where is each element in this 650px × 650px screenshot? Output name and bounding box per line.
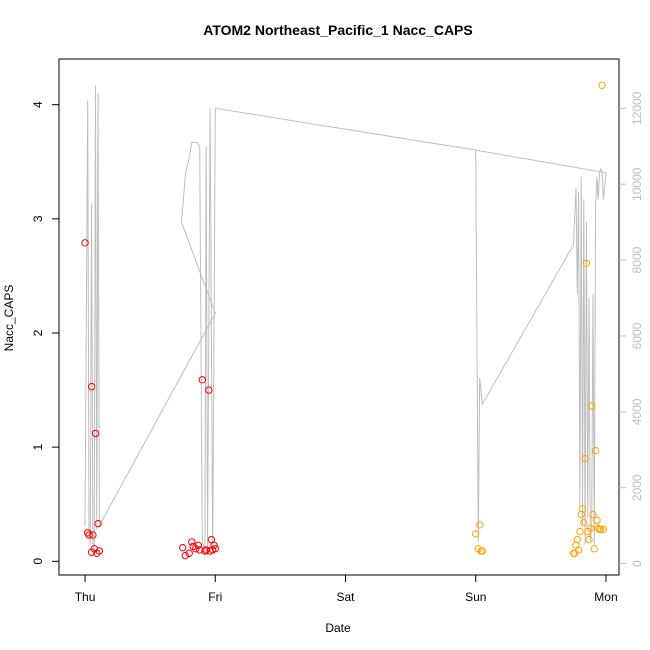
data-point-red: [89, 531, 97, 539]
data-point-red: [93, 549, 101, 557]
data-point-red: [81, 239, 89, 247]
y2-tick-label: 12000: [630, 91, 644, 125]
data-point-orange: [591, 446, 600, 455]
data-point-orange: [588, 402, 596, 410]
y2-tick-label: 8000: [630, 246, 644, 273]
data-point-orange: [574, 546, 583, 554]
y-tick-label: 1: [31, 443, 45, 450]
y-tick-label: 4: [31, 101, 45, 108]
data-point-orange: [576, 527, 584, 536]
y2-tick-label: 2000: [630, 474, 644, 501]
data-point-orange: [472, 530, 480, 538]
x-axis-label: Date: [325, 621, 351, 635]
chart-marks: Thu Fri Sat Sun Mon 0 1 2 3 4 0 2000 4000 6000 8000 100…: [31, 81, 644, 604]
data-point-red: [179, 543, 187, 552]
data-point-orange: [593, 516, 601, 524]
y-tick-label: 0: [31, 558, 45, 565]
data-point-orange: [580, 518, 588, 527]
data-point-red: [210, 541, 218, 549]
x-tick-label: Thu: [75, 590, 96, 604]
data-point-red: [205, 386, 213, 394]
y-tick-label: 2: [31, 329, 45, 336]
x-tick-label: Sun: [465, 590, 486, 604]
data-point-red: [87, 382, 96, 391]
data-point-orange: [598, 81, 606, 90]
data-point-red: [94, 519, 102, 528]
x-tick-label: Sat: [337, 590, 356, 604]
data-point-orange: [597, 525, 605, 533]
data-point-orange: [581, 454, 589, 463]
data-point-orange: [573, 535, 581, 544]
y2-tick-label: 10000: [630, 167, 644, 201]
y2-tick-label: 0: [630, 560, 644, 567]
data-point-orange: [586, 524, 594, 532]
data-point-orange: [590, 545, 598, 553]
data-point-orange: [599, 525, 608, 533]
data-point-red: [198, 376, 207, 384]
data-point-red: [181, 551, 190, 560]
y2-tick-label: 6000: [630, 322, 644, 349]
chart-title: ATOM2 Northeast_Pacific_1 Nacc_CAPS: [203, 22, 472, 38]
data-point-red: [211, 545, 220, 553]
data-point-red: [201, 547, 209, 555]
data-point-orange: [578, 505, 587, 513]
series-line: [84, 85, 607, 557]
y-tick-label: 3: [31, 215, 45, 222]
data-point-red: [185, 549, 193, 557]
y-axis-label: Nacc_CAPS: [2, 285, 16, 352]
data-point-red: [194, 541, 203, 549]
data-point-red: [188, 538, 196, 546]
x-tick-label: Mon: [594, 590, 617, 604]
data-point-orange: [476, 521, 484, 529]
x-tick-label: Fri: [208, 590, 222, 604]
data-point-red: [91, 429, 100, 438]
data-point-red: [85, 531, 93, 539]
data-point-orange: [585, 535, 593, 544]
data-point-red: [95, 547, 104, 555]
plot-frame: [58, 58, 620, 576]
data-point-orange: [589, 510, 597, 519]
data-point-orange: [582, 259, 591, 267]
y2-tick-label: 4000: [630, 398, 644, 425]
data-point-orange: [478, 547, 486, 555]
